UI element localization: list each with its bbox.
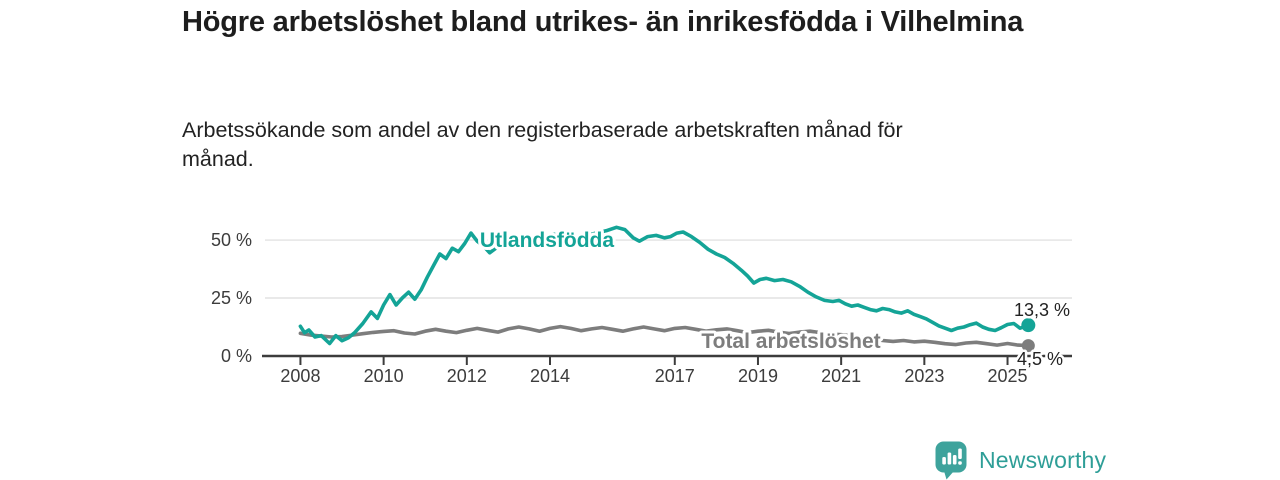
series-line-total: [298, 324, 1031, 348]
brand-name: Newsworthy: [979, 446, 1107, 473]
x-tick-label: 2019: [738, 366, 778, 386]
series-end-value-label: 4,5 %: [1017, 349, 1063, 369]
x-tick-label: 2021: [821, 366, 861, 386]
x-tick-label: 2008: [280, 366, 320, 386]
y-tick-label: 0 %: [221, 346, 252, 366]
series-label: Utlandsfödda: [480, 229, 614, 252]
logo-exclamation-dot: [958, 461, 962, 465]
page-subtitle: Arbetssökande som andel av den registerb…: [182, 118, 903, 171]
x-tick-label: 2023: [904, 366, 944, 386]
brand-footer: Newsworthy: [934, 440, 1106, 480]
newsworthy-logo-icon: [935, 441, 967, 480]
series-line-utlandsfodda: [298, 225, 1031, 346]
x-tick-label: 2025: [988, 366, 1028, 386]
x-tick-label: 2012: [447, 366, 487, 386]
y-tick-label: 50 %: [211, 230, 252, 250]
series-label: Total arbetslöshet: [701, 330, 880, 353]
series-end-dot: [1021, 339, 1035, 353]
page-title: Högre arbetslöshet bland utrikes- än inr…: [182, 6, 1024, 38]
logo-bar-tall: [947, 452, 952, 465]
logo-bubble-tail: [944, 471, 954, 480]
y-tick-label: 25 %: [211, 288, 252, 308]
x-tick-label: 2017: [655, 366, 695, 386]
x-tick-label: 2014: [530, 366, 570, 386]
series-end-dot: [1021, 318, 1036, 333]
series-end-value-label: 13,3 %: [1014, 300, 1070, 320]
logo-bar-medium: [952, 455, 957, 465]
logo-bar-short: [942, 457, 946, 465]
x-tick-label: 2010: [364, 366, 404, 386]
logo-exclamation-bar: [958, 448, 962, 459]
